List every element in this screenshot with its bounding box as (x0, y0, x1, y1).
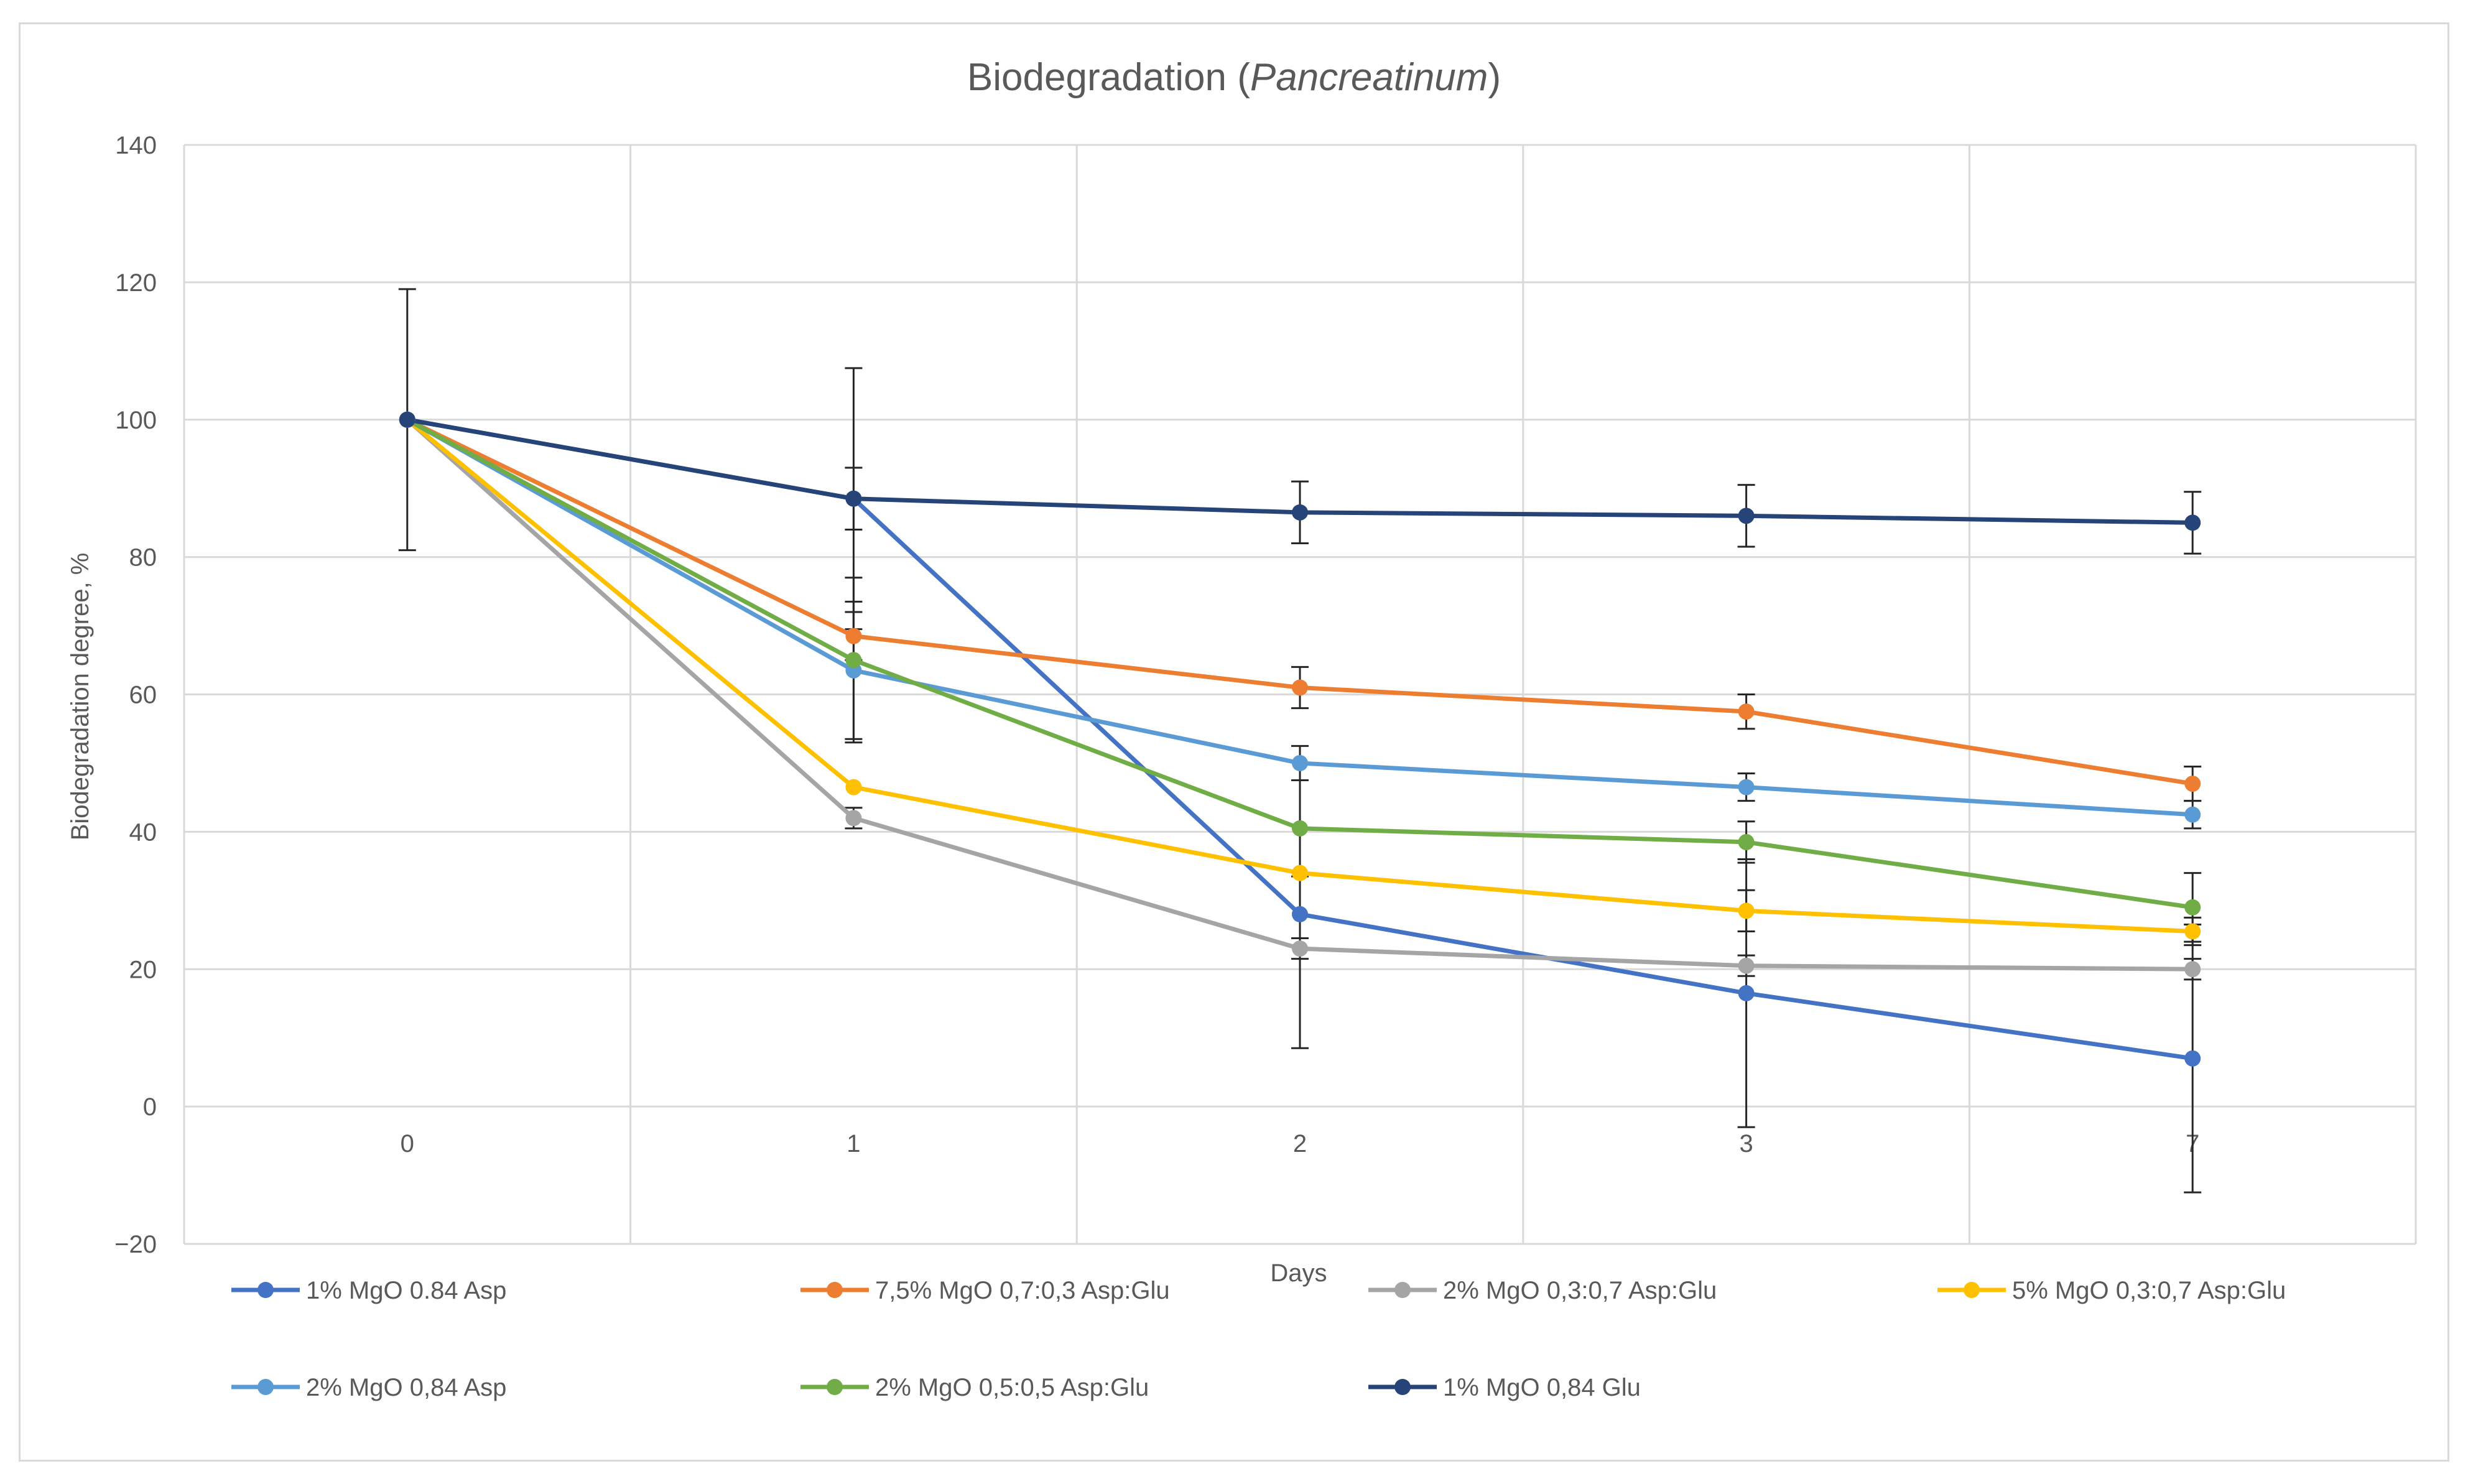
data-point (2184, 514, 2201, 531)
x-tick-label: 1 (847, 1130, 860, 1157)
data-point (399, 411, 415, 428)
gridlines (183, 144, 2417, 1245)
legend-label: 2% MgO 0,5:0,5 Asp:Glu (875, 1374, 1149, 1401)
legend-label: 1% MgO 0.84 Asp (306, 1277, 506, 1304)
x-axis-label: Days (1270, 1259, 1327, 1287)
y-tick-label: 20 (129, 956, 157, 983)
chart-title-suffix: ) (1488, 56, 1501, 99)
legend-swatch-marker (257, 1282, 274, 1298)
legend-label: 5% MgO 0,3:0,7 Asp:Glu (2012, 1277, 2286, 1304)
x-tick-label: 3 (1739, 1130, 1753, 1157)
legend-item: 2% MgO 0,5:0,5 Asp:Glu (800, 1374, 1149, 1401)
y-tick-label: 40 (129, 819, 157, 846)
y-tick-label: 120 (115, 269, 157, 297)
legend-swatch-marker (257, 1379, 274, 1395)
legend: 1% MgO 0.84 Asp 7,5% MgO 0,7:0,3 Asp:Glu 2… (231, 1277, 2286, 1401)
data-point (1292, 865, 1308, 881)
legend-swatch-marker (1964, 1282, 1980, 1298)
chart-title: Biodegradation (Pancreatinum) (967, 56, 1501, 99)
y-tick-label: 140 (115, 132, 157, 159)
data-point (2184, 961, 2201, 978)
chart-title-main: Biodegradation ( (967, 56, 1250, 99)
legend-swatch-marker (1394, 1379, 1411, 1395)
x-tick-label: 2 (1293, 1130, 1307, 1157)
legend-item: 1% MgO 0,84 Glu (1368, 1374, 1641, 1401)
legend-label: 2% MgO 0,3:0,7 Asp:Glu (1443, 1277, 1717, 1304)
legend-label: 2% MgO 0,84 Asp (306, 1374, 506, 1401)
y-tick-label: 80 (129, 544, 157, 572)
legend-swatch-marker (827, 1379, 843, 1395)
data-point (845, 628, 862, 644)
legend-swatch-marker (1394, 1282, 1411, 1298)
y-tick-label: 0 (143, 1093, 157, 1121)
data-point (1738, 902, 1755, 919)
chart-frame (19, 22, 2449, 1462)
data-point (1292, 679, 1308, 696)
legend-item: 1% MgO 0.84 Asp (231, 1277, 506, 1304)
y-axis-ticks: −20 0 20 40 60 80 100 120 140 (114, 132, 157, 1258)
y-tick-label: 60 (129, 682, 157, 709)
data-point (1292, 754, 1308, 771)
data-point (2184, 776, 2201, 792)
data-point (1738, 833, 1755, 850)
y-tick-label: 100 (115, 407, 157, 434)
data-point (1738, 508, 1755, 524)
legend-label: 1% MgO 0,84 Glu (1443, 1374, 1641, 1401)
data-point (1738, 703, 1755, 720)
y-tick-label: −20 (114, 1231, 157, 1258)
data-point (1292, 906, 1308, 922)
legend-swatch-marker (827, 1282, 843, 1298)
data-point (2184, 1050, 2201, 1067)
data-point (845, 810, 862, 827)
legend-item: 2% MgO 0,3:0,7 Asp:Glu (1368, 1277, 1717, 1304)
x-tick-label: 0 (401, 1130, 414, 1157)
chart-title-italic: Pancreatinum (1250, 56, 1488, 99)
data-point (1292, 504, 1308, 521)
series-line (406, 417, 2193, 786)
data-point (1292, 940, 1308, 957)
data-point (2184, 899, 2201, 916)
y-axis-label: Biodegradation degree, % (67, 553, 94, 841)
data-point (845, 490, 862, 507)
x-axis-ticks: 01237 (401, 1130, 2200, 1157)
data-point (845, 779, 862, 795)
data-point (1738, 985, 1755, 1001)
legend-item: 7,5% MgO 0,7:0,3 Asp:Glu (800, 1277, 1170, 1304)
data-points (399, 411, 2201, 1067)
data-point (1292, 820, 1308, 837)
legend-label: 7,5% MgO 0,7:0,3 Asp:Glu (875, 1277, 1170, 1304)
legend-item: 2% MgO 0,84 Asp (231, 1374, 506, 1401)
legend-item: 5% MgO 0,3:0,7 Asp:Glu (1937, 1277, 2286, 1304)
data-point (845, 652, 862, 669)
data-point (1738, 957, 1755, 974)
data-point (2184, 806, 2201, 823)
data-point (1738, 779, 1755, 795)
data-point (2184, 923, 2201, 940)
